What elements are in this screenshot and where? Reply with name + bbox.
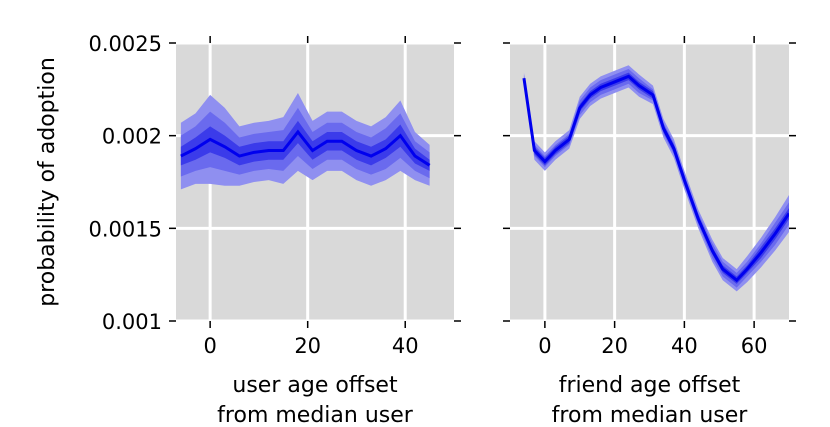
x-axis-label-line2: from median user: [552, 403, 749, 427]
panel-user-age: 0.001 0.0015 0.002 0.0025 0 20 40 user age of…: [89, 32, 461, 427]
band-inner: [180, 120, 430, 171]
x-axis-label-line1: friend age offset: [559, 373, 741, 398]
x-tick-label: 40: [392, 334, 419, 358]
x-axis-label-line1: user age offset: [232, 373, 398, 398]
y-tick-label: 0.001: [102, 310, 162, 334]
x-tick-label: 20: [601, 334, 628, 358]
x-tick-label: 60: [741, 334, 768, 358]
axis-ticks: [169, 36, 461, 328]
x-tick-labels: 0 20 40 60: [538, 334, 767, 358]
panel-friend-age: 0 20 40 60 friend age offset from median us…: [503, 36, 796, 427]
y-tick-label: 0.002: [102, 125, 162, 149]
y-axis-label: probability of adoption: [35, 57, 60, 307]
x-tick-label: 0: [538, 334, 551, 358]
x-tick-label: 20: [294, 334, 321, 358]
mean-line: [180, 129, 431, 167]
x-tick-label: 0: [203, 334, 216, 358]
y-tick-label: 0.0015: [89, 217, 162, 241]
x-tick-labels: 0 20 40: [203, 334, 418, 358]
y-tick-labels: 0.001 0.0015 0.002 0.0025: [89, 32, 162, 334]
x-axis-label-line2: from median user: [217, 403, 414, 427]
x-tick-label: 40: [671, 334, 698, 358]
mean-line: [522, 74, 789, 283]
y-tick-label: 0.0025: [89, 32, 162, 56]
axis-ticks: [503, 36, 796, 328]
